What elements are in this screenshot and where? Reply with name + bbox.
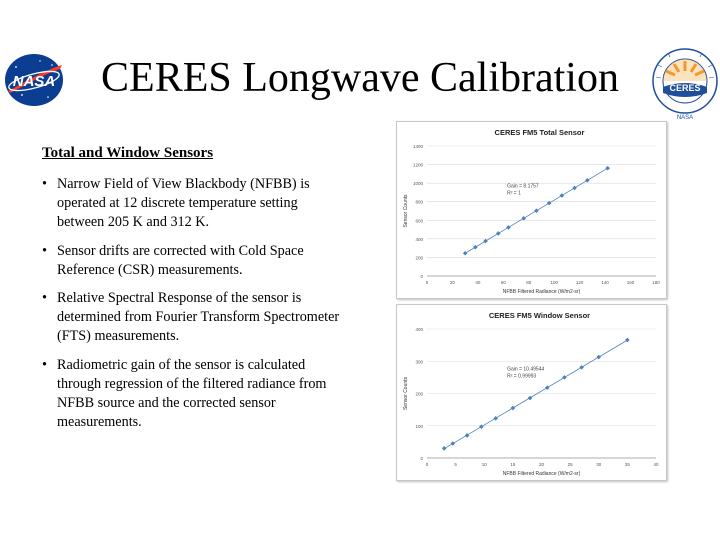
- fit-annotation: Gain = 8.1757: [507, 184, 539, 190]
- window-sensor-chart: CERES FM5 Window Sensor 0 100 200 300 400 0 5 10…: [396, 304, 667, 481]
- x-tick-label: 0: [426, 280, 429, 285]
- slide-title: CERES Longwave Calibration: [101, 55, 619, 101]
- total-sensor-chart-svg: CERES FM5 Total Sensor020040060080010001…: [403, 128, 660, 295]
- ceres-logo: CERES NASA: [652, 48, 718, 121]
- y-tick-label: 1000: [413, 181, 424, 186]
- y-tick-label: 800: [415, 200, 423, 205]
- data-point: [546, 200, 552, 206]
- ceres-logo-text: CERES: [669, 83, 700, 93]
- y-tick-label: 600: [415, 218, 423, 223]
- x-tick-label: 15: [510, 462, 516, 467]
- data-point: [559, 193, 565, 198]
- fit-annotation: R² = 1: [507, 191, 521, 197]
- bullet-list: • Narrow Field of View Blackbody (NFBB) i…: [42, 175, 342, 441]
- data-point: [579, 365, 584, 370]
- data-point: [473, 244, 478, 250]
- bullet-item: • Sensor drifts are corrected with Cold S…: [42, 242, 342, 280]
- x-tick-label: 40: [475, 280, 481, 285]
- x-tick-label: 120: [576, 280, 584, 285]
- bullet-item: • Relative Spectral Response of the senso…: [42, 289, 342, 346]
- chart-title: CERES FM5 Total Sensor: [495, 128, 585, 137]
- bullet-text: Radiometric gain of the sensor is calcul…: [57, 356, 327, 430]
- y-tick-label: 1200: [413, 163, 424, 168]
- data-point: [605, 165, 610, 171]
- bullet-text: Narrow Field of View Blackbody (NFBB) is…: [57, 176, 310, 230]
- x-tick-label: 20: [450, 280, 456, 285]
- x-tick-label: 30: [596, 462, 602, 467]
- data-point: [464, 433, 470, 438]
- ceres-logo-bottom-text: NASA: [677, 115, 693, 121]
- bullet-marker: •: [42, 290, 47, 306]
- x-tick-label: 80: [526, 280, 532, 285]
- bullet-item: • Radiometric gain of the sensor is calcu…: [42, 356, 342, 432]
- data-point: [562, 375, 567, 380]
- x-tick-label: 25: [568, 462, 574, 467]
- y-axis-label: Sensor Counts: [403, 376, 409, 410]
- data-point: [493, 416, 498, 421]
- data-point: [450, 441, 456, 446]
- y-tick-label: 0: [420, 274, 423, 279]
- data-point: [441, 446, 447, 451]
- x-tick-label: 40: [653, 462, 659, 467]
- bullet-item: • Narrow Field of View Blackbody (NFBB) i…: [42, 175, 342, 232]
- bullet-marker: •: [42, 356, 47, 373]
- data-point: [534, 208, 539, 214]
- y-tick-label: 400: [415, 237, 423, 242]
- x-axis-label: NFBB Filtered Radiance (W/m2-sr): [503, 471, 581, 477]
- nasa-logo: NASA: [5, 54, 63, 106]
- y-tick-label: 400: [415, 327, 423, 332]
- data-point: [521, 216, 526, 221]
- window-sensor-chart-svg: CERES FM5 Window Sensor 0 100 200 300 400 0 5 10…: [403, 311, 659, 477]
- data-point: [479, 424, 484, 430]
- fit-annotation: Gain = 10.49544: [507, 366, 544, 372]
- total-sensor-chart: CERES FM5 Total Sensor 0 200 400 600 800 1000 1…: [396, 121, 667, 299]
- bullet-text: Relative Spectral Response of the sensor…: [57, 290, 340, 344]
- trend-line: [443, 339, 628, 450]
- y-tick-label: 100: [415, 424, 423, 429]
- data-point: [510, 405, 516, 411]
- data-point: [506, 225, 511, 230]
- y-tick-label: 0: [420, 456, 423, 461]
- data-point: [585, 178, 590, 183]
- x-tick-label: 35: [625, 462, 631, 467]
- data-point: [462, 250, 468, 256]
- x-axis-label: NFBB Filtered Radiance (W/m2-sr): [503, 289, 581, 295]
- bullet-text: Sensor drifts are corrected with Cold Sp…: [57, 242, 304, 278]
- y-tick-label: 200: [415, 392, 423, 397]
- x-tick-label: 60: [501, 280, 507, 285]
- data-point: [596, 354, 602, 360]
- data-point: [572, 185, 577, 191]
- data-point: [544, 385, 550, 390]
- x-tick-label: 140: [601, 280, 609, 285]
- bullet-marker: •: [42, 242, 47, 259]
- x-tick-label: 5: [454, 462, 457, 467]
- fit-annotation: R² = 0.99993: [507, 373, 536, 379]
- x-tick-label: 100: [550, 280, 558, 285]
- y-tick-label: 1400: [413, 144, 424, 149]
- data-point: [625, 337, 630, 343]
- data-point: [527, 395, 533, 401]
- data-point: [483, 238, 488, 244]
- section-heading: Total and Window Sensors: [42, 145, 214, 161]
- x-tick-label: 0: [426, 462, 429, 467]
- x-tick-label: 20: [539, 462, 545, 467]
- y-axis-label: Sensor Counts: [403, 194, 409, 228]
- x-tick-label: 180: [652, 280, 660, 285]
- bullet-marker: •: [42, 176, 47, 192]
- y-tick-label: 200: [415, 255, 423, 260]
- chart-title: CERES FM5 Window Sensor: [489, 311, 590, 320]
- x-tick-label: 10: [482, 462, 488, 467]
- data-point: [495, 231, 501, 236]
- nasa-logo-text: NASA: [13, 73, 56, 90]
- y-tick-label: 300: [415, 359, 423, 364]
- x-tick-label: 160: [627, 280, 635, 285]
